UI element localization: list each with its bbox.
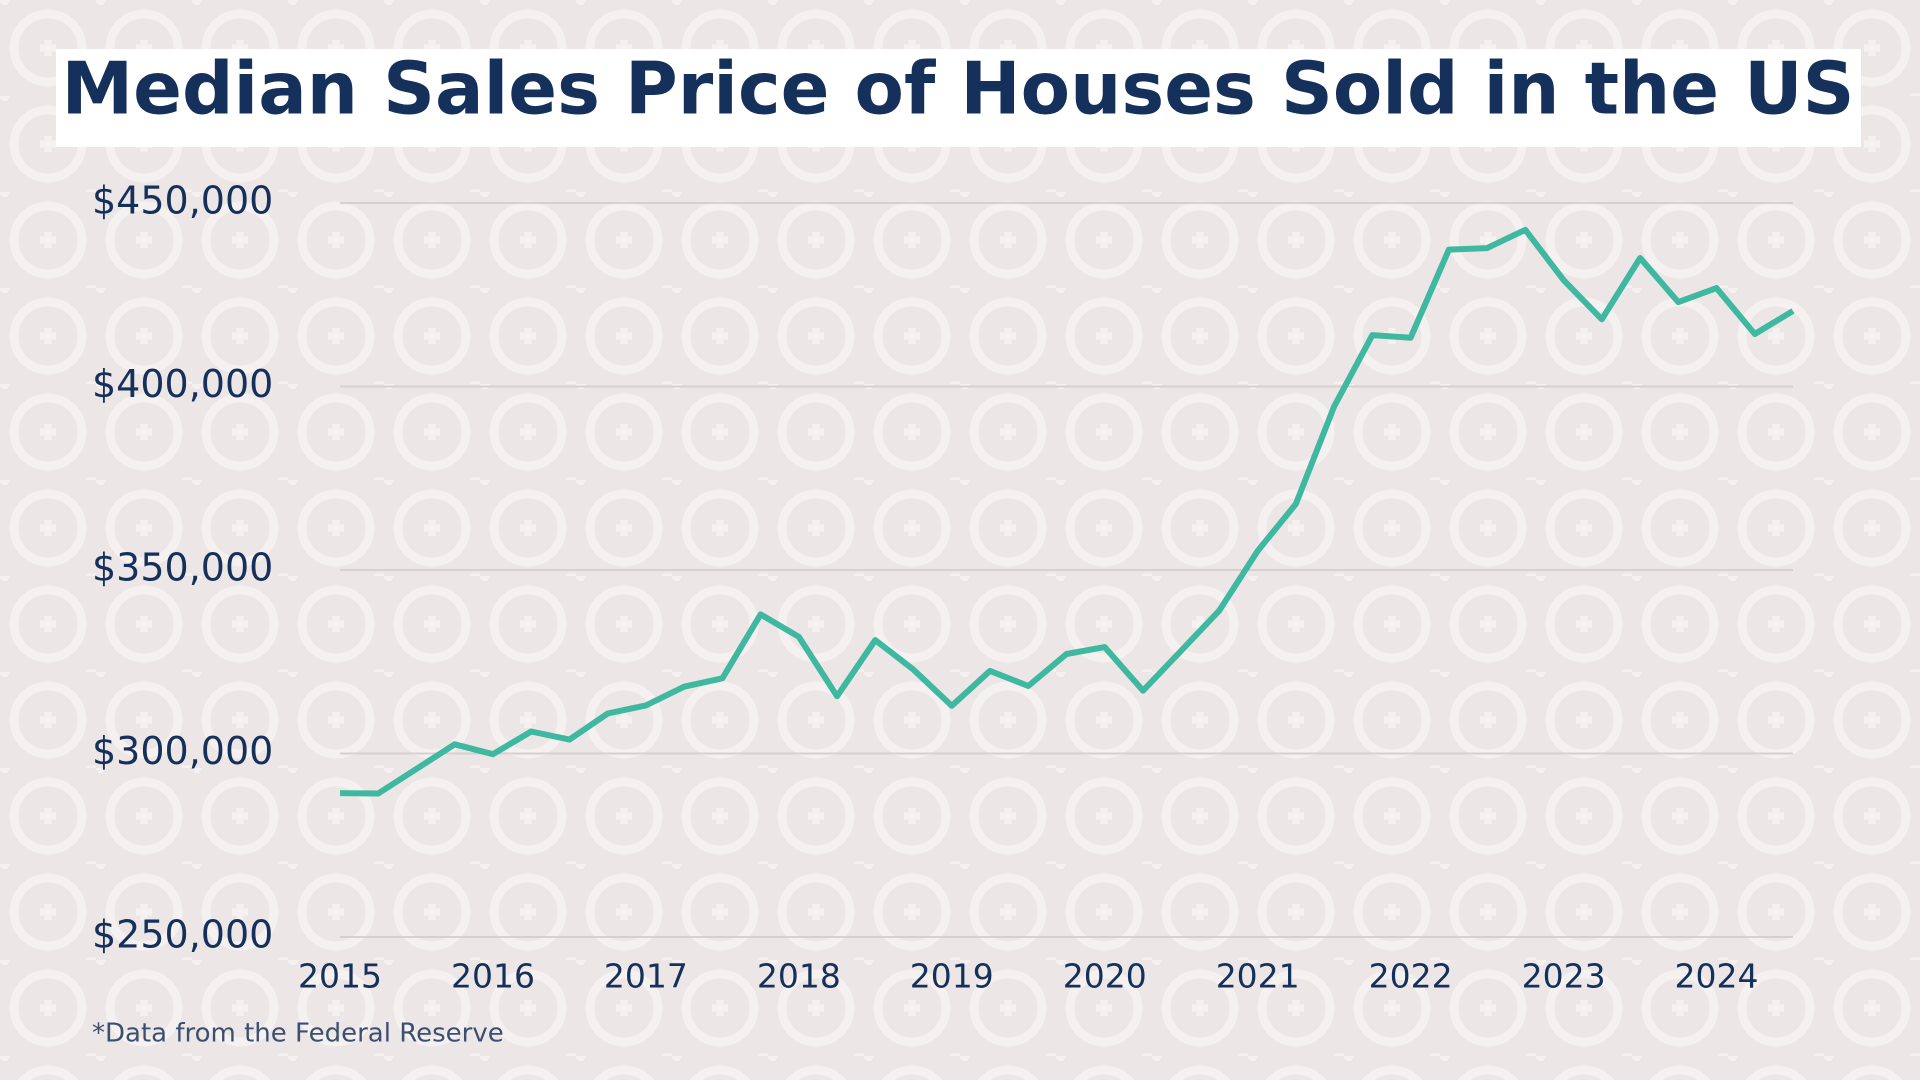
x-tick-label: 2020 bbox=[1063, 957, 1147, 996]
y-tick-label: $450,000 bbox=[92, 179, 273, 223]
x-tick-label: 2024 bbox=[1675, 957, 1759, 996]
y-tick-label: $300,000 bbox=[92, 729, 273, 773]
x-tick-label: 2022 bbox=[1369, 957, 1453, 996]
x-tick-label: 2019 bbox=[910, 957, 994, 996]
data-line bbox=[339, 226, 1795, 797]
chart-title: Median Sales Price of Houses Sold in the… bbox=[62, 47, 1855, 131]
title-band bbox=[56, 49, 1861, 147]
x-tick-label: 2018 bbox=[757, 957, 841, 996]
x-tick-label: 2021 bbox=[1216, 957, 1300, 996]
x-tick-label: 2017 bbox=[604, 957, 688, 996]
footnote: *Data from the Federal Reserve bbox=[92, 1019, 504, 1049]
x-tick-label: 2015 bbox=[298, 957, 382, 996]
y-tick-label: $350,000 bbox=[92, 546, 273, 590]
y-tick-label: $400,000 bbox=[92, 362, 273, 406]
y-tick-label: $250,000 bbox=[92, 913, 273, 957]
x-tick-label: 2023 bbox=[1522, 957, 1606, 996]
x-tick-label: 2016 bbox=[451, 957, 535, 996]
